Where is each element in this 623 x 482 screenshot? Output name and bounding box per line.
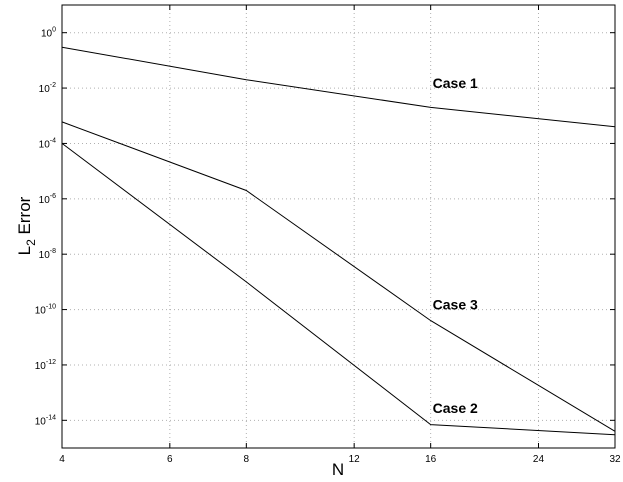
x-tick-label: 12 [349,454,361,465]
x-tick-label: 6 [167,454,173,465]
y-axis-ticks: 10-14 10-12 10-10 10-8 10-6 10-4 10-2 100 [35,27,615,427]
series-line-case-2 [61,143,616,436]
x-axis-ticks: 4 6 8 12 16 24 32 [59,5,621,465]
y-tick-label: 10-6 [39,193,56,206]
annotations: Case 1 Case 3 Case 2 [433,75,478,416]
x-tick-label: 4 [59,454,65,465]
y-tick-label: 100 [41,27,56,40]
x-axis-title: N [332,460,344,479]
y-axis-title: L2 Error [15,196,38,255]
x-tick-label: 8 [244,454,250,465]
annotation-case-2: Case 2 [433,400,478,416]
y-tick-label: 10-14 [35,414,56,427]
x-tick-label: 16 [425,454,437,465]
y-axis-title-main: L [15,246,34,255]
grid [62,5,615,448]
series-layer [61,46,616,436]
series-line-case-1 [61,46,616,128]
x-tick-label: 32 [609,454,621,465]
y-axis-title-subscript: 2 [24,239,38,246]
series-line-case-3 [61,121,616,432]
y-tick-label: 10-10 [35,304,56,317]
y-tick-label: 10-12 [35,359,56,372]
annotation-case-3: Case 3 [433,297,478,313]
plot-area-frame [61,4,616,449]
y-tick-label: 10-2 [39,82,56,95]
y-axis-title-rest: Error [15,196,34,239]
y-tick-label: 10-4 [39,137,56,150]
annotation-case-1: Case 1 [433,75,478,91]
y-tick-label: 10-8 [39,248,56,261]
x-tick-label: 24 [533,454,545,465]
